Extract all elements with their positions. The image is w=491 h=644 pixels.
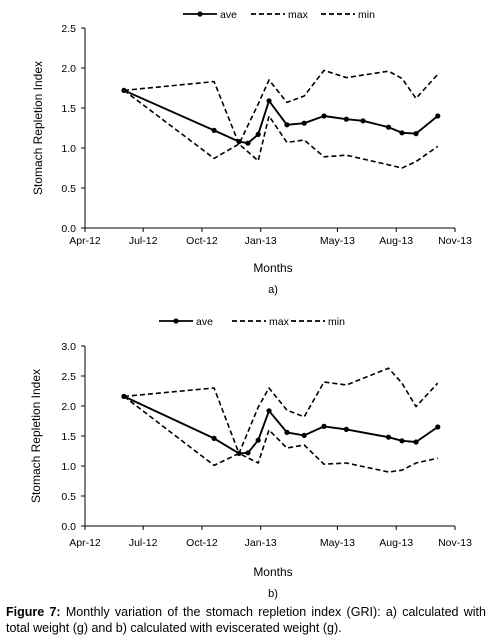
chart-a-series-ave-point (284, 122, 290, 128)
chart-b-legend-ave-marker (173, 318, 179, 324)
chart-a-series-ave-point (211, 127, 217, 133)
chart-b: 0.0 0.5 1.0 1.5 2.0 2.5 3.0 Apr-12 Jul-12 Oct-12 J… (29, 316, 472, 600)
chart-b-panel-label: b) (268, 588, 278, 600)
chart-b-x-axis-title: Months (253, 565, 292, 579)
chart-b-y-tick-label: 0.5 (61, 491, 76, 503)
chart-a-y-tick-label: 1.0 (61, 143, 76, 155)
chart-b-series-ave-point (301, 432, 307, 438)
chart-b-x-tick-label: Nov-13 (438, 537, 472, 549)
chart-b-legend-ave-label: ave (196, 316, 213, 328)
chart-a-y-tick-label: 1.5 (61, 103, 76, 115)
chart-a-x-tick-label: Aug-13 (379, 235, 413, 247)
chart-a-series-ave-point (321, 113, 327, 119)
chart-a-x-tick-label: Nov-13 (438, 235, 472, 247)
chart-a-x-axis-title: Months (253, 261, 292, 275)
chart-b-x-tick-label: Oct-12 (186, 537, 218, 549)
chart-a-series-min-line (123, 89, 439, 169)
chart-b-series-ave-point (245, 450, 251, 456)
chart-a-y-tick-label: 2.0 (61, 63, 76, 75)
chart-b-series-ave-point (321, 423, 327, 429)
chart-a-x-tick-label: May-13 (320, 235, 355, 247)
chart-a-panel-label: a) (268, 284, 278, 296)
chart-b-y-axis-title: Stomach Repletion Index (29, 369, 43, 503)
chart-a-legend-ave-marker (197, 11, 203, 17)
chart-b-y-tick-label: 3.0 (61, 341, 76, 353)
chart-b-series-min-line (123, 395, 438, 473)
chart-b-series-ave-point (284, 429, 290, 435)
chart-b-series-ave-line (123, 395, 439, 455)
chart-b-y-tick-label: 1.0 (61, 461, 76, 473)
chart-b-y-tick-label: 2.0 (61, 401, 76, 413)
chart-a-series-ave-point (435, 113, 441, 119)
chart-a-x-tick-label: Apr-12 (69, 235, 101, 247)
chart-a-series-ave-point (301, 120, 307, 126)
chart-a-series-ave-point (245, 140, 251, 146)
chart-a-series-ave-point (385, 124, 392, 130)
chart-a-series-ave-point (360, 118, 366, 124)
chart-a-legend-ave-label: ave (220, 9, 237, 21)
chart-b-y-tick-label: 2.5 (61, 371, 76, 383)
chart-a-series-ave-point (343, 116, 349, 122)
chart-b-series-ave-point (343, 426, 349, 432)
caption-label: Figure 7: (6, 605, 61, 619)
chart-a-series-ave-point (413, 131, 419, 137)
chart-a-y-tick-label: 0.5 (61, 183, 76, 195)
chart-a-legend-max-label: max (288, 9, 309, 21)
figure-caption: Figure 7: Monthly variation of the stoma… (6, 604, 486, 636)
chart-a-y-axis-title: Stomach Repletion Index (31, 61, 45, 195)
chart-a-x-tick-label: Jul-12 (129, 235, 158, 247)
chart-b-series-ave-point (266, 408, 272, 414)
chart-b-series-ave-point (413, 439, 419, 445)
chart-b-series-ave-point (255, 437, 261, 443)
chart-a-x-tick-label: Jan-13 (245, 235, 277, 247)
chart-a-legend-min-label: min (358, 9, 375, 21)
chart-b-y-tick-label: 1.5 (61, 431, 76, 443)
chart-a: 0.0 0.5 1.0 1.5 2.0 2.5 Apr-12 Jul-12 Oct-12 Jan-… (31, 9, 472, 296)
chart-b-legend-max-label: max (269, 316, 290, 328)
chart-b-series-ave-point (399, 438, 405, 444)
chart-a-y-tick-label: 2.5 (61, 23, 76, 35)
chart-b-x-tick-label: May-13 (320, 537, 355, 549)
chart-a-series-ave-line (123, 89, 439, 145)
chart-b-series-ave-point (435, 424, 441, 430)
chart-b-series-ave-point (211, 435, 217, 441)
chart-a-y-tick-label: 0.0 (61, 223, 76, 235)
chart-a-series-max-line (123, 69, 439, 145)
chart-a-series-ave-point (399, 130, 405, 136)
chart-b-y-tick-label: 0.0 (61, 521, 76, 533)
chart-b-x-tick-label: Aug-13 (379, 537, 413, 549)
chart-b-x-tick-label: Apr-12 (69, 537, 101, 549)
chart-a-series-ave-point (266, 98, 272, 104)
chart-a-series-ave-point (255, 131, 261, 137)
chart-a-x-tick-label: Oct-12 (186, 235, 218, 247)
chart-b-x-tick-label: Jan-13 (245, 537, 277, 549)
chart-b-x-tick-label: Jul-12 (129, 537, 158, 549)
chart-b-legend-min-label: min (328, 316, 345, 328)
chart-b-series-ave-point (385, 434, 392, 440)
caption-text: Monthly variation of the stomach repleti… (6, 605, 486, 635)
chart-b-series-max-line (123, 367, 439, 455)
